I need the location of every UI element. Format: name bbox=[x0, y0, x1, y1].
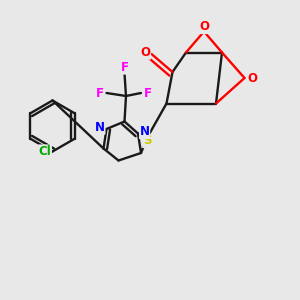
Text: F: F bbox=[121, 61, 128, 74]
Text: Cl: Cl bbox=[39, 145, 51, 158]
Text: O: O bbox=[247, 71, 257, 85]
Text: F: F bbox=[144, 86, 152, 100]
Text: N: N bbox=[95, 121, 105, 134]
Text: S: S bbox=[143, 134, 151, 148]
Text: N: N bbox=[140, 125, 150, 139]
Text: F: F bbox=[96, 86, 104, 100]
Text: O: O bbox=[140, 46, 151, 59]
Text: O: O bbox=[199, 20, 209, 34]
